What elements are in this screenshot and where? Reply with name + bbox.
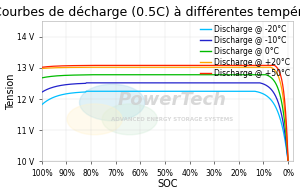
Text: PowerTech: PowerTech — [118, 91, 227, 109]
Title: Courbes de décharge (0.5C) à différentes températures: Courbes de décharge (0.5C) à différentes… — [0, 5, 300, 19]
X-axis label: SOC: SOC — [157, 179, 178, 190]
Circle shape — [102, 104, 158, 135]
Circle shape — [80, 84, 145, 121]
Circle shape — [67, 104, 122, 135]
Y-axis label: Tension: Tension — [6, 73, 16, 110]
Text: ADVANCED ENERGY STORAGE SYSTEMS: ADVANCED ENERGY STORAGE SYSTEMS — [111, 117, 234, 122]
Legend: Discharge @ -20°C, Discharge @ -10°C, Discharge @ 0°C, Discharge @ +20°C, Discha: Discharge @ -20°C, Discharge @ -10°C, Di… — [198, 24, 292, 79]
